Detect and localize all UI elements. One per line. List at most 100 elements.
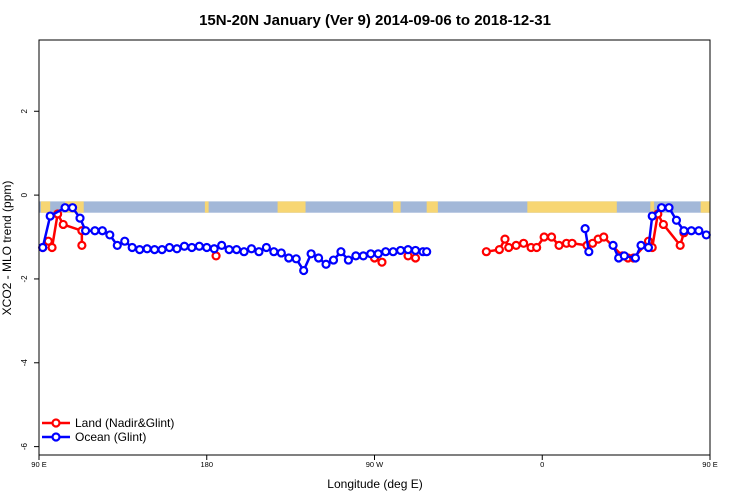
data-point: [656, 203, 667, 213]
x-tick-label: 90 W: [366, 460, 384, 469]
data-point: [45, 211, 55, 221]
legend-item: Land (Nadir&Glint): [42, 416, 174, 430]
data-point: [679, 226, 689, 236]
data-point: [90, 226, 100, 236]
data-point: [47, 242, 57, 253]
data-point: [694, 226, 704, 236]
data-point: [328, 255, 339, 265]
x-axis-label: Longitude (deg E): [327, 477, 422, 491]
data-point: [60, 203, 70, 213]
data-point: [584, 247, 594, 257]
data-point: [77, 240, 87, 251]
data-point: [494, 244, 504, 255]
data-point: [539, 232, 549, 242]
data-point: [580, 224, 590, 234]
data-point: [410, 253, 421, 263]
land-segment: [650, 201, 655, 213]
legend-item: Ocean (Glint): [42, 430, 146, 444]
land-segment: [700, 201, 710, 213]
y-tick-label: -6: [20, 443, 29, 451]
x-tick-label: 90 E: [702, 460, 717, 469]
data-point: [179, 241, 189, 251]
data-point: [422, 247, 432, 257]
data-point: [67, 203, 78, 213]
data-point: [647, 211, 657, 221]
ocean-band: [39, 201, 710, 213]
data-point: [686, 226, 696, 236]
data-point: [187, 242, 197, 253]
legend-label: Ocean (Glint): [75, 430, 146, 444]
data-point: [519, 238, 529, 248]
data-point: [306, 249, 316, 259]
data-point: [532, 242, 542, 253]
data-point: [351, 251, 361, 261]
data-point: [149, 244, 160, 255]
data-point: [313, 253, 324, 263]
land-segment: [393, 201, 401, 213]
data-point: [239, 247, 249, 257]
data-point: [358, 251, 368, 261]
data-point: [336, 247, 346, 257]
y-tick-label: 2: [20, 108, 29, 113]
data-point: [546, 232, 557, 242]
data-point: [504, 242, 514, 253]
data-point: [388, 247, 398, 257]
data-point: [671, 215, 682, 225]
y-tick-label: -4: [20, 359, 29, 367]
x-tick-label: 180: [200, 460, 213, 469]
data-point: [217, 240, 227, 251]
legend-swatch-marker: [51, 418, 61, 428]
land-segment: [527, 201, 617, 213]
data-point: [209, 244, 219, 254]
data-point: [261, 242, 271, 253]
data-point: [291, 254, 301, 264]
legend-label: Land (Nadir&Glint): [75, 416, 174, 430]
data-point: [481, 247, 491, 257]
data-point: [172, 244, 182, 254]
data-point: [395, 245, 406, 256]
series-line: [41, 206, 427, 274]
data-point: [120, 236, 130, 246]
data-point: [608, 240, 618, 251]
data-point: [284, 253, 294, 263]
data-point: [75, 213, 85, 223]
data-point: [373, 249, 383, 259]
data-point: [254, 247, 264, 257]
data-point: [403, 244, 413, 255]
chart-title: 15N-20N January (Ver 9) 2014-09-06 to 20…: [199, 12, 551, 29]
data-point: [58, 219, 68, 230]
data-point: [366, 249, 376, 259]
data-point: [701, 230, 711, 240]
data-point: [231, 244, 242, 255]
data-point: [381, 247, 391, 257]
data-point: [599, 232, 609, 242]
data-point: [664, 203, 674, 213]
data-point: [112, 240, 122, 251]
data-point: [135, 244, 145, 255]
x-tick-label: 90 E: [31, 460, 46, 469]
data-point: [157, 244, 167, 255]
x-axis: 90 E 180 90 W 0 90 E: [31, 455, 718, 469]
data-point: [105, 230, 115, 240]
land-segment: [426, 201, 438, 213]
data-point: [202, 242, 212, 253]
data-point: [377, 257, 387, 267]
data-point: [246, 244, 257, 254]
data-point: [299, 265, 309, 276]
data-point: [142, 244, 152, 254]
y-tick-label: -2: [20, 275, 29, 283]
data-point: [164, 242, 175, 253]
data-point: [343, 255, 354, 265]
legend: Land (Nadir&Glint)Ocean (Glint): [42, 416, 174, 444]
data-point: [658, 219, 669, 230]
data-point: [636, 240, 646, 251]
series-ocean: [38, 203, 711, 276]
data-point: [630, 253, 641, 263]
data-point: [127, 242, 137, 253]
y-axis-label: XCO2 - MLO trend (ppm): [0, 181, 14, 316]
land-segment: [204, 201, 209, 213]
y-tick-label: 0: [20, 192, 29, 197]
y-axis: -6 -4 -2 0 2: [20, 108, 39, 450]
series-layer: [38, 203, 711, 276]
